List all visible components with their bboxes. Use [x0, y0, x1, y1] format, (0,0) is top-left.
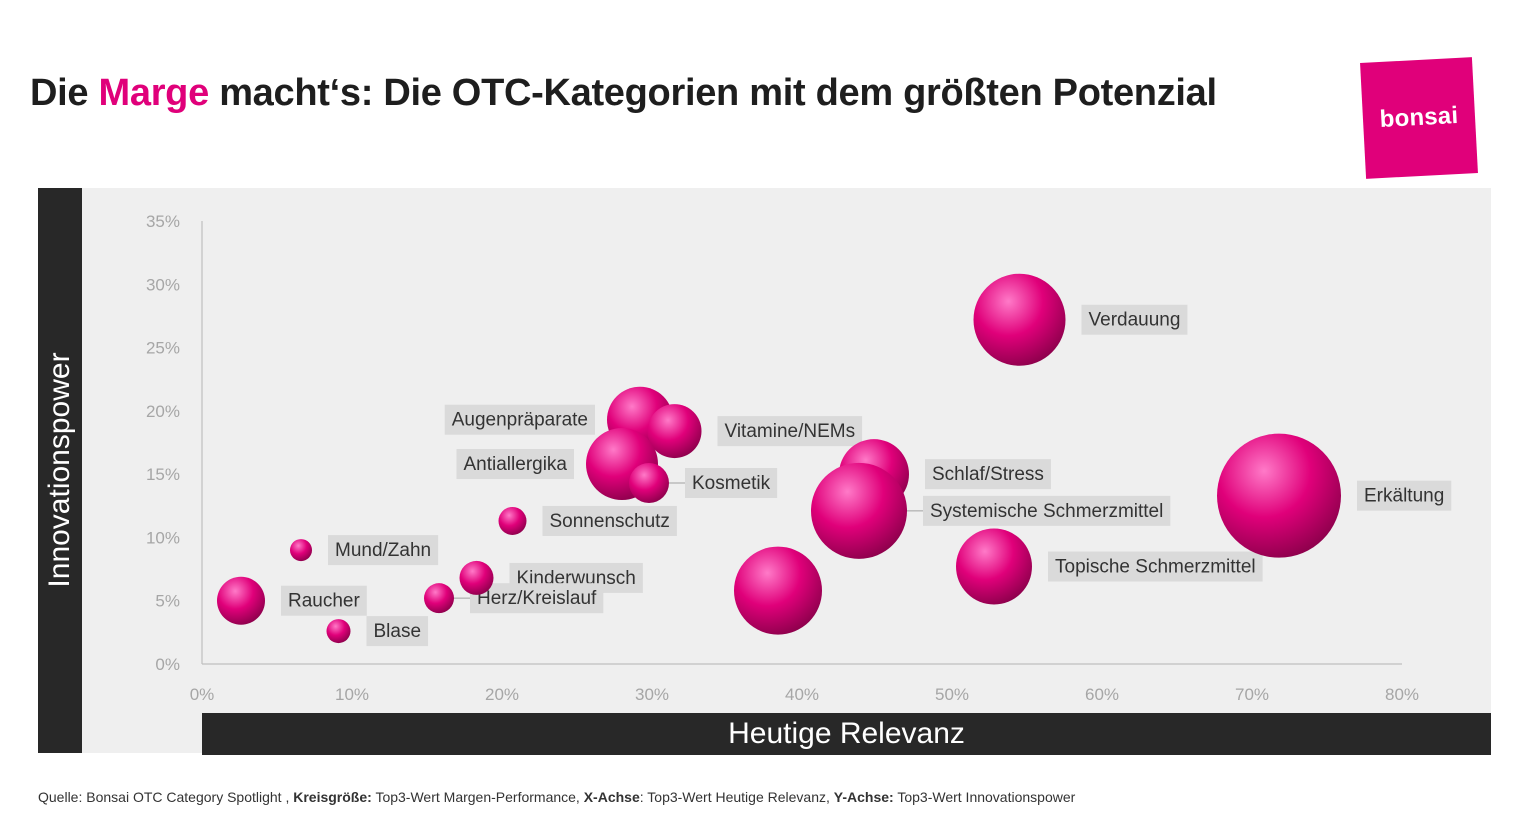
bubble-label: Vitamine/NEMs [717, 416, 863, 447]
tick-labels: 0% 5% 10% 15% 20% 25% 30% 35% 0% 10% 20% 30% 40% 50% 6… [146, 212, 1419, 704]
footnote-value-x: : Top3-Wert Heutige Relevanz, [639, 789, 834, 805]
bubble-label: Topische Schmerzmittel [1048, 551, 1263, 582]
bubble-label-text: Topische Schmerzmittel [1055, 557, 1256, 578]
bubble [459, 560, 494, 595]
bubble-label-box [456, 449, 574, 480]
bubble-label: Schlaf/Stress [925, 459, 1051, 490]
bubble-label-box [717, 416, 863, 447]
y-tick-label: 20% [146, 402, 180, 421]
footnote-value-size: Top3-Wert Margen-Performance, [371, 789, 584, 805]
x-tick-label: 70% [1235, 685, 1269, 704]
bubble [734, 546, 822, 635]
bubbles [217, 273, 1341, 644]
x-tick-label: 10% [335, 685, 369, 704]
bubble-label-box [328, 535, 439, 566]
bubble-label-text: Systemische Schmerzmittel [930, 501, 1163, 522]
bubble-label-text: Augenpräparate [452, 410, 588, 431]
bubble-chart: 0% 5% 10% 15% 20% 25% 30% 35% 0% 10% 20% 30% 40% 50% 6… [146, 212, 1452, 704]
bubble-label-box [444, 404, 595, 435]
bubble [1217, 433, 1341, 558]
bubble-label-text: Kosmetik [692, 473, 771, 494]
x-tick-label: 60% [1085, 685, 1119, 704]
bubble-label: Erkältung [1357, 480, 1452, 511]
bubble-label: Blase [366, 616, 429, 647]
bubble-label-box [1048, 551, 1263, 582]
logo-text: bonsai [1379, 101, 1459, 134]
footnote-key-size: Kreisgröße: [293, 789, 372, 805]
bubble-label-box [925, 459, 1051, 490]
bubble-label-text: Blase [374, 621, 422, 642]
x-tick-label: 80% [1385, 685, 1419, 704]
bubble-label: Antiallergika [456, 449, 574, 480]
bubble-label-box [1357, 480, 1452, 511]
bubble [217, 576, 265, 625]
bubble-label: Kosmetik [649, 468, 778, 499]
bubble-label: Verdauung [1081, 304, 1188, 335]
bubble-label: Mund/Zahn [328, 535, 439, 566]
bubble-label-box [470, 583, 604, 614]
bubble [956, 528, 1032, 605]
title-accent: Marge [98, 72, 210, 114]
bubble [647, 404, 702, 459]
footnote-value-y: Top3-Wert Innovationspower [893, 789, 1076, 805]
bubble [811, 462, 907, 559]
title-part-1: Die [30, 72, 99, 114]
axes [201, 221, 1402, 665]
bubble-label-text: Sonnenschutz [550, 511, 670, 532]
bubble-label-box [685, 468, 778, 499]
footnote-key-y: Y-Achse: [833, 789, 894, 805]
y-tick-label: 25% [146, 339, 180, 358]
bubble [498, 506, 527, 535]
x-tick-label: 50% [935, 685, 969, 704]
bubble [973, 273, 1066, 366]
source-footnote: Quelle: Bonsai OTC Category Spotlight , … [38, 789, 1075, 805]
bubble-label-text: Schlaf/Stress [932, 464, 1044, 485]
bubble-label: Sonnenschutz [542, 505, 677, 536]
bubble-label-text: Raucher [288, 591, 360, 612]
bubble-label: Herz/Kreislauf [439, 583, 604, 614]
bubble-label-text: Herz/Kreislauf [477, 588, 597, 609]
bubble-label: Systemische Schmerzmittel [859, 495, 1171, 526]
y-tick-label: 15% [146, 465, 180, 484]
bubble-label-text: Verdauung [1089, 310, 1181, 331]
bubble [326, 619, 351, 644]
x-tick-label: 30% [635, 685, 669, 704]
x-tick-label: 20% [485, 685, 519, 704]
bubble-label-box [923, 495, 1171, 526]
y-tick-label: 5% [155, 592, 180, 611]
bubble-label-box [281, 585, 367, 616]
title-part-2: macht‘s: Die OTC-Kategorien mit dem größ… [208, 72, 1217, 114]
y-axis-label-bar: Innovationspower [38, 188, 82, 753]
y-tick-label: 30% [146, 275, 180, 294]
y-tick-label: 35% [146, 212, 180, 231]
chart-area: Innovationspower Heutige Relevanz 0% 5% 10… [38, 188, 1491, 755]
bubble-label-text: Erkältung [1364, 486, 1444, 507]
bubble-label: Augenpräparate [444, 404, 595, 435]
y-tick-label: 0% [155, 655, 180, 674]
x-axis-label-bar: Heutige Relevanz [202, 713, 1491, 755]
bubble [424, 583, 454, 614]
page-title: Die Marge macht‘s: Die OTC-Kategorien mi… [30, 72, 1217, 115]
bubble-label: Raucher [281, 585, 367, 616]
x-tick-label: 40% [785, 685, 819, 704]
footnote-source: Quelle: Bonsai OTC Category Spotlight , [38, 789, 294, 805]
bubble-label-text: Antiallergika [464, 454, 568, 475]
x-axis-label: Heutige Relevanz [728, 717, 965, 750]
bubble-label-text: Mund/Zahn [335, 540, 431, 561]
bonsai-logo: bonsai [1360, 57, 1478, 179]
bubble [629, 463, 669, 504]
x-tick-label: 0% [190, 685, 215, 704]
y-tick-label: 10% [146, 528, 180, 547]
footnote-key-x: X-Achse [583, 789, 640, 805]
bubble-label-box [542, 505, 677, 536]
bubble-label-box [366, 616, 429, 647]
bubble-label-box [1081, 304, 1188, 335]
bubble-label-text: Vitamine/NEMs [725, 421, 856, 442]
bubble [290, 539, 312, 562]
